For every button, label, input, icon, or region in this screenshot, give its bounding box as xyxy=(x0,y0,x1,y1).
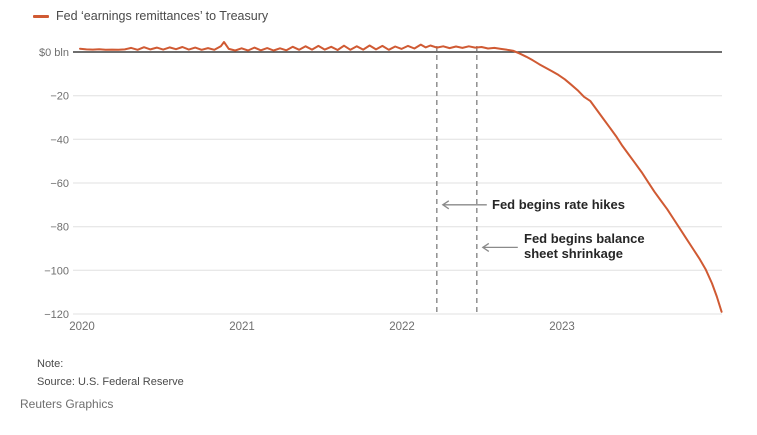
y-tick-label: −20 xyxy=(50,91,69,103)
annotation-rate-hikes-text: Fed begins rate hikes xyxy=(492,197,625,212)
x-tick-label: 2022 xyxy=(389,321,415,333)
annotation-balance-sheet-line1: Fed begins balance xyxy=(524,231,645,246)
annotation-balance-sheet: Fed begins balance sheet shrinkage xyxy=(524,231,645,261)
y-tick-label: $0 bln xyxy=(39,47,69,59)
annotation-balance-sheet-line2: sheet shrinkage xyxy=(524,246,623,261)
y-tick-label: −120 xyxy=(44,309,69,321)
note-label: Note: xyxy=(37,358,64,370)
remittances-line-series xyxy=(79,41,723,313)
x-tick-label: 2021 xyxy=(229,321,255,333)
source-line: Source: U.S. Federal Reserve xyxy=(37,376,184,388)
y-tick-label: −80 xyxy=(50,222,69,234)
y-gridlines xyxy=(73,51,722,315)
y-tick-label: −60 xyxy=(50,178,69,190)
y-tick-label: −40 xyxy=(50,134,69,146)
x-tick-label: 2023 xyxy=(549,321,575,333)
x-tick-labels: 2020 2021 2022 2023 xyxy=(69,321,575,333)
legend: Fed ‘earnings remittances’ to Treasury xyxy=(33,9,268,23)
legend-label: Fed ‘earnings remittances’ to Treasury xyxy=(56,9,269,23)
annotation-arrows xyxy=(441,200,518,252)
credit-reuters-graphics: Reuters Graphics xyxy=(20,397,114,411)
arrow-head-left xyxy=(481,242,490,252)
x-tick-label: 2020 xyxy=(69,321,95,333)
footer-note: Note: Source: U.S. Federal Reserve xyxy=(37,355,184,391)
annotation-rate-hikes: Fed begins rate hikes xyxy=(492,197,625,212)
y-tick-labels: $0 bln −20 −40 −60 −80 −100 −120 xyxy=(39,47,69,321)
legend-line-swatch xyxy=(33,14,49,18)
y-tick-label: −100 xyxy=(44,265,69,277)
arrow-head-left xyxy=(441,200,450,210)
event-marker-lines xyxy=(436,46,478,315)
